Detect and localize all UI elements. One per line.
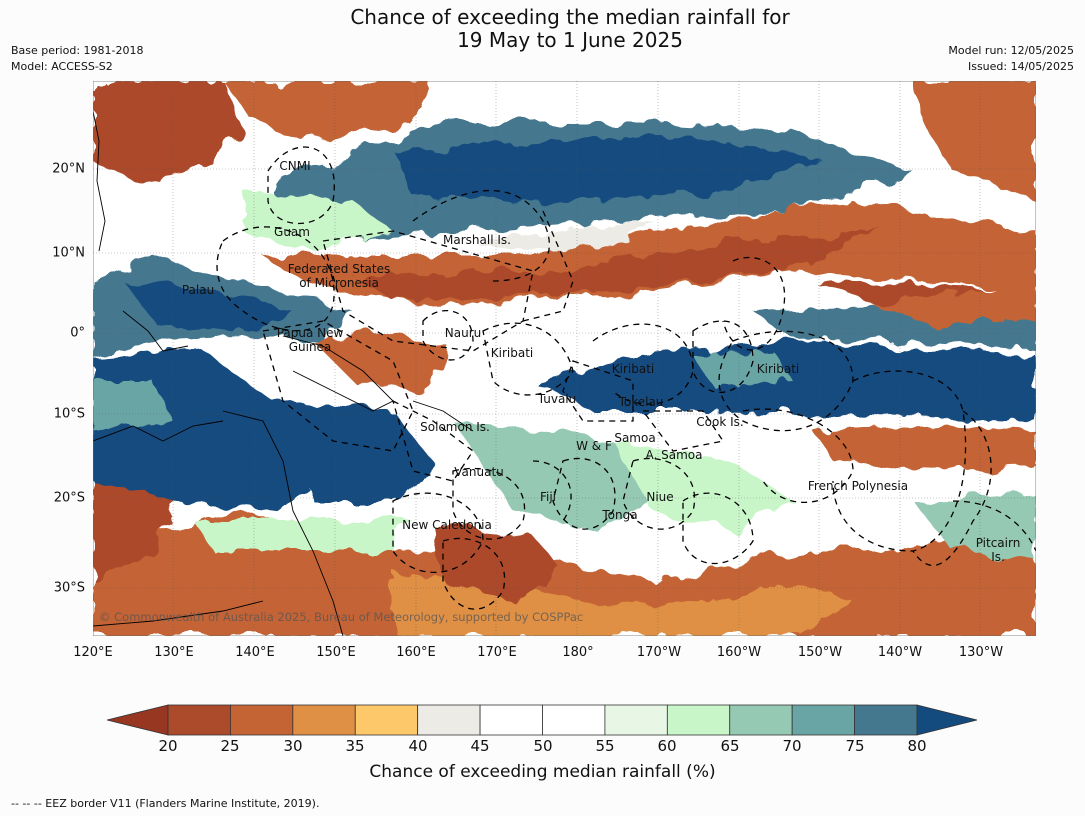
map-title: Chance of exceeding the median rainfall …	[0, 6, 1085, 52]
region-label-cook-islands: Cook Is.	[696, 415, 744, 429]
lon-label: 120°E	[73, 645, 113, 660]
colorbar-tick: 50	[533, 737, 553, 755]
region-label-kiribati-central: Kiribati	[611, 362, 655, 376]
lon-label: 130°W	[958, 645, 1004, 660]
colorbar-bin	[479, 704, 543, 736]
colorbar-tick: 45	[470, 737, 490, 755]
colorbar-tick: 70	[782, 737, 802, 755]
meta-left: Base period: 1981-2018 Model: ACCESS-S2	[11, 43, 143, 75]
colorbar-bin	[230, 704, 294, 736]
eez-borders	[216, 146, 1036, 610]
lon-label: 160°W	[716, 645, 762, 660]
colorbar-tick: 20	[158, 737, 178, 755]
lon-label: 140°W	[877, 645, 923, 660]
region-label-palau: Palau	[181, 283, 215, 297]
colorbar-tick: 35	[345, 737, 365, 755]
colorbar-bin	[729, 704, 793, 736]
colorbar-bin	[604, 704, 668, 736]
colorbar-bin	[167, 704, 231, 736]
colorbar-bins	[167, 704, 918, 736]
region-label-line: Federated States	[287, 262, 391, 276]
meta-right: Model run: 12/05/2025 Issued: 14/05/2025	[948, 43, 1074, 75]
lon-label: 150°E	[316, 645, 356, 660]
region-label-tuvalu: Tuvalu	[537, 392, 577, 406]
colorbar-bin	[542, 704, 606, 736]
model-name: Model: ACCESS-S2	[11, 60, 113, 73]
region-label-line: Guinea	[288, 340, 332, 354]
lat-label: 10°S	[53, 406, 85, 422]
region-label-line: Is.	[991, 550, 1005, 564]
lon-label: 140°E	[235, 645, 275, 660]
lat-label: 0°	[70, 325, 85, 341]
lon-label: 160°E	[396, 645, 436, 660]
title-line-1: Chance of exceeding the median rainfall …	[350, 5, 790, 29]
colorbar-tick: 40	[408, 737, 428, 755]
region-label-nauru: Nauru	[444, 326, 482, 340]
lat-label: 10°N	[52, 245, 85, 261]
region-label-american-samoa: A. Samoa	[645, 448, 703, 462]
region-label-papua-new-guinea: Papua New Guinea	[277, 326, 344, 354]
region-label-micronesia: Federated States of Micronesia	[288, 262, 390, 290]
colorbar-bin	[417, 704, 481, 736]
rainfall-map	[93, 81, 1036, 636]
lon-label: 180°	[562, 645, 594, 660]
colorbar-tick: 75	[845, 737, 865, 755]
colorbar-bin	[354, 704, 419, 736]
colorbar-low-extend	[107, 704, 169, 736]
colorbar	[107, 704, 978, 736]
region-label-guam: Guam	[274, 225, 310, 239]
lon-label: 170°W	[636, 645, 682, 660]
region-label-line: Papua New	[276, 326, 344, 340]
region-label-kiribati-west: Kiribati	[490, 346, 534, 360]
region-label-line: of Micronesia	[299, 276, 379, 290]
colorbar-bin	[666, 704, 731, 736]
eez-footnote: -- -- -- EEZ border V11 (Flanders Marine…	[11, 797, 320, 810]
colorbar-tick: 80	[907, 737, 927, 755]
colorbar-tick: 65	[720, 737, 740, 755]
lat-label: 30°S	[53, 580, 85, 596]
region-label-niue: Niue	[646, 490, 674, 504]
colorbar-high-extend	[916, 704, 978, 736]
colorbar-bin	[854, 704, 918, 736]
region-label-line: Pitcairn	[975, 536, 1021, 550]
colorbar-tick: 30	[283, 737, 303, 755]
colorbar-tick: 25	[220, 737, 240, 755]
region-label-tokelau: Tokelau	[618, 395, 664, 409]
copyright-notice: © Commonwealth of Australia 2025, Bureau…	[99, 610, 584, 624]
region-label-cnmi: CNMI	[279, 159, 311, 173]
region-label-vanuatu: Vanuatu	[454, 465, 504, 479]
graticule	[93, 81, 1036, 636]
region-label-samoa: Samoa	[614, 431, 656, 445]
region-label-pitcairn: Pitcairn Is.	[976, 536, 1021, 564]
region-label-new-caledonia: New Caledonia	[402, 518, 492, 532]
region-label-marshall-islands: Marshall Is.	[443, 233, 511, 247]
colorbar-title: Chance of exceeding median rainfall (%)	[369, 762, 716, 782]
region-label-solomon-islands: Solomon Is.	[420, 420, 490, 434]
region-label-kiribati-east: Kiribati	[756, 362, 800, 376]
region-label-french-polynesia: French Polynesia	[807, 479, 909, 493]
region-label-tonga: Tonga	[602, 508, 638, 522]
rainfall-field	[93, 81, 1036, 636]
colorbar-tick: 60	[657, 737, 677, 755]
base-period: Base period: 1981-2018	[11, 44, 144, 57]
lon-label: 130°E	[154, 645, 194, 660]
issued-date: Issued: 14/05/2025	[967, 60, 1074, 73]
lon-label: 150°W	[797, 645, 843, 660]
lat-label: 20°S	[53, 490, 85, 506]
colorbar-bin	[791, 704, 855, 736]
region-label-wallis-futuna: W & F	[576, 439, 612, 453]
colorbar-bin	[292, 704, 356, 736]
lat-label: 20°N	[52, 161, 85, 177]
model-run: Model run: 12/05/2025	[948, 44, 1074, 57]
lon-label: 170°E	[477, 645, 517, 660]
region-label-fiji: Fiji	[539, 490, 557, 504]
title-line-2: 19 May to 1 June 2025	[457, 28, 683, 52]
colorbar-tick: 55	[595, 737, 615, 755]
